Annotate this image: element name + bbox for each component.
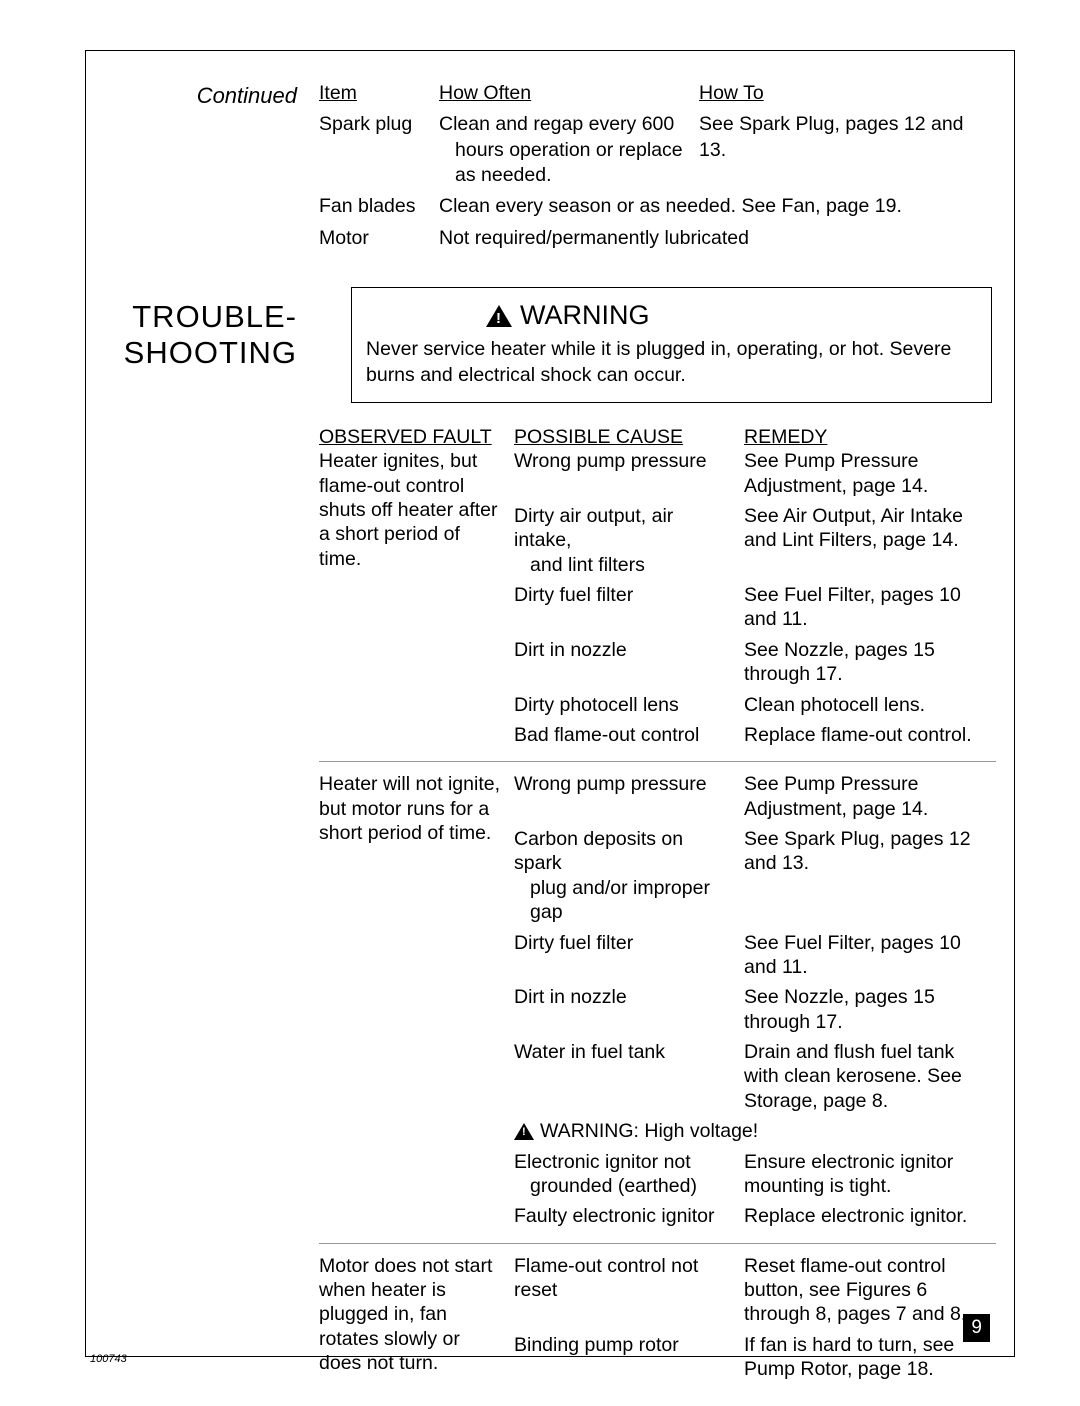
ts-fault: Motor does not start when heater is plug… — [319, 1254, 514, 1388]
ts-header-remedy: REMEDY — [744, 425, 996, 449]
ts-row: Bad flame-out control Replace flame-out … — [514, 723, 996, 747]
ts-row: Dirt in nozzle See Nozzle, pages 15 thro… — [514, 985, 996, 1034]
ts-row: Faulty electronic ignitor Replace electr… — [514, 1204, 996, 1228]
maint-howto: See Spark Plug, pages 12 and 13. — [699, 112, 996, 188]
troubleshoot-table: OBSERVED FAULT POSSIBLE CAUSE REMEDY Hea… — [319, 425, 996, 1396]
ts-row: Electronic ignitor not grounded (earthed… — [514, 1150, 996, 1199]
ts-group: Heater ignites, but flame-out control sh… — [319, 449, 996, 762]
ts-row: Dirty photocell lens Clean photocell len… — [514, 693, 996, 717]
ts-remedy: Reset flame-out control button, see Figu… — [744, 1254, 996, 1327]
ts-remedy: See Nozzle, pages 15 through 17. — [744, 985, 996, 1034]
warning-body: Never service heater while it is plugged… — [366, 337, 977, 388]
warning-heading: WARNING — [486, 298, 977, 333]
content-frame: Continued TROUBLE- SHOOTING Item How Oft… — [85, 50, 1015, 1357]
ts-cause: Wrong pump pressure — [514, 449, 744, 498]
ts-cause: Bad flame-out control — [514, 723, 744, 747]
ts-remedy: See Pump Pressure Adjustment, page 14. — [744, 772, 996, 821]
warning-box: WARNING Never service heater while it is… — [351, 287, 992, 403]
inline-warning: WARNING: High voltage! — [514, 1119, 996, 1143]
section-title-line1: TROUBLE- — [104, 299, 297, 335]
ts-row: Wrong pump pressure See Pump Pressure Ad… — [514, 772, 996, 821]
ts-row: Water in fuel tank Drain and flush fuel … — [514, 1040, 996, 1113]
section-title-line2: SHOOTING — [104, 335, 297, 371]
ts-row: Wrong pump pressure See Pump Pressure Ad… — [514, 449, 996, 498]
maint-how: Not required/permanently lubricated — [439, 226, 996, 251]
ts-group: Motor does not start when heater is plug… — [319, 1254, 996, 1396]
ts-cause: Wrong pump pressure — [514, 772, 744, 821]
maint-header-item: Item — [319, 81, 439, 106]
ts-remedy: See Pump Pressure Adjustment, page 14. — [744, 449, 996, 498]
ts-header-cause: POSSIBLE CAUSE — [514, 425, 744, 449]
maint-how: Clean every season or as needed. See Fan… — [439, 194, 996, 219]
ts-cause: Faulty electronic ignitor — [514, 1204, 744, 1228]
right-column: Item How Often How To Spark plug Clean a… — [319, 81, 996, 1406]
maint-row: Motor Not required/permanently lubricate… — [319, 226, 996, 251]
page-number: 9 — [963, 1314, 990, 1342]
ts-cause: Flame-out control not reset — [514, 1254, 744, 1327]
section-title: TROUBLE- SHOOTING — [104, 299, 319, 370]
ts-remedy: If fan is hard to turn, see Pump Rotor, … — [744, 1333, 996, 1382]
maint-header-howto: How To — [699, 81, 996, 106]
ts-cause: Dirty photocell lens — [514, 693, 744, 717]
ts-cause: Dirty air output, air intake, and lint f… — [514, 504, 744, 577]
ts-remedy: See Air Output, Air Intake and Lint Filt… — [744, 504, 996, 577]
ts-fault: Heater will not ignite, but motor runs f… — [319, 772, 514, 1234]
ts-row: Dirty fuel filter See Fuel Filter, pages… — [514, 583, 996, 632]
maint-how: Clean and regap every 600 hours operatio… — [439, 112, 699, 188]
maint-item: Fan blades — [319, 194, 439, 219]
ts-remedy: Drain and flush fuel tank with clean ker… — [744, 1040, 996, 1113]
inline-warning-text: WARNING: High voltage! — [540, 1119, 758, 1143]
page: Continued TROUBLE- SHOOTING Item How Oft… — [0, 0, 1080, 1397]
ts-row: Dirty air output, air intake, and lint f… — [514, 504, 996, 577]
ts-cause: Dirty fuel filter — [514, 931, 744, 980]
ts-remedy: See Fuel Filter, pages 10 and 11. — [744, 931, 996, 980]
warning-icon — [514, 1123, 534, 1140]
ts-row: Binding pump rotor If fan is hard to tur… — [514, 1333, 996, 1382]
ts-cause: Water in fuel tank — [514, 1040, 744, 1113]
ts-row: Carbon deposits on spark plug and/or imp… — [514, 827, 996, 925]
maint-row: Fan blades Clean every season or as need… — [319, 194, 996, 219]
ts-remedy: See Spark Plug, pages 12 and 13. — [744, 827, 996, 925]
maint-header-how: How Often — [439, 81, 699, 106]
ts-cause: Carbon deposits on spark plug and/or imp… — [514, 827, 744, 925]
ts-remedy: Ensure electronic ignitor mounting is ti… — [744, 1150, 996, 1199]
maint-row: Spark plug Clean and regap every 600 hou… — [319, 112, 996, 188]
ts-cause: Dirt in nozzle — [514, 985, 744, 1034]
warning-icon — [486, 305, 512, 327]
ts-header-fault: OBSERVED FAULT — [319, 425, 514, 449]
ts-group: Heater will not ignite, but motor runs f… — [319, 772, 996, 1243]
maintenance-table: Item How Often How To Spark plug Clean a… — [319, 81, 996, 251]
ts-header: OBSERVED FAULT POSSIBLE CAUSE REMEDY — [319, 425, 996, 449]
ts-cause: Electronic ignitor not grounded (earthed… — [514, 1150, 744, 1199]
maint-item: Spark plug — [319, 112, 439, 188]
document-id: 100743 — [90, 1353, 127, 1365]
ts-remedy: Replace electronic ignitor. — [744, 1204, 996, 1228]
continued-label: Continued — [104, 83, 319, 109]
ts-remedy: See Fuel Filter, pages 10 and 11. — [744, 583, 996, 632]
ts-remedy: Replace flame-out control. — [744, 723, 996, 747]
ts-row: Flame-out control not reset Reset flame-… — [514, 1254, 996, 1327]
ts-row: Dirt in nozzle See Nozzle, pages 15 thro… — [514, 638, 996, 687]
left-column: Continued TROUBLE- SHOOTING — [104, 81, 319, 1406]
ts-cause: Dirt in nozzle — [514, 638, 744, 687]
ts-cause: Binding pump rotor — [514, 1333, 744, 1382]
ts-fault: Heater ignites, but flame-out control sh… — [319, 449, 514, 753]
ts-cause: Dirty fuel filter — [514, 583, 744, 632]
maint-item: Motor — [319, 226, 439, 251]
ts-row: Dirty fuel filter See Fuel Filter, pages… — [514, 931, 996, 980]
warning-title: WARNING — [520, 298, 650, 333]
ts-remedy: See Nozzle, pages 15 through 17. — [744, 638, 996, 687]
ts-remedy: Clean photocell lens. — [744, 693, 996, 717]
